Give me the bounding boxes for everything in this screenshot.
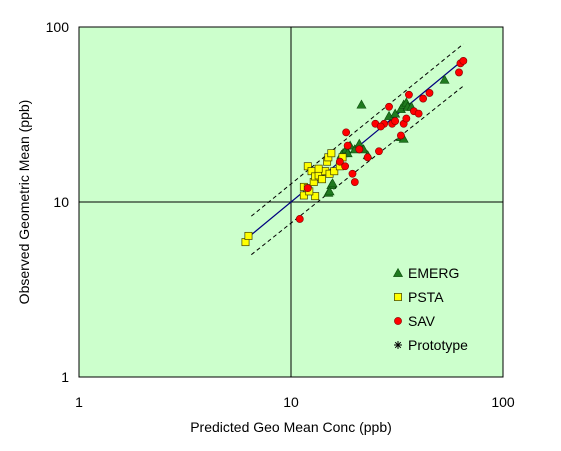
data-point-sav xyxy=(397,131,405,140)
confidence-bands xyxy=(251,43,464,256)
data-point-sav xyxy=(343,141,352,150)
legend-item-prototype: Prototype xyxy=(394,337,468,353)
data-points xyxy=(241,57,468,247)
legend-label-emerg: EMERG xyxy=(408,265,459,281)
y-tick-label: 100 xyxy=(46,19,70,35)
x-tick-label: 10 xyxy=(283,394,299,410)
legend-item-emerg: EMERG xyxy=(392,265,459,281)
data-point-sav xyxy=(405,90,413,99)
data-point-sav xyxy=(341,162,350,171)
legend-item-sav: SAV xyxy=(394,313,436,329)
data-point-emerg xyxy=(324,186,335,196)
series-sav xyxy=(295,57,468,223)
x-tick-label: 100 xyxy=(491,394,515,410)
confidence-band-lower xyxy=(251,85,464,256)
data-point-sav xyxy=(348,169,357,178)
data-point-sav xyxy=(335,157,344,166)
data-point-sav xyxy=(455,68,463,77)
legend-label-psta: PSTA xyxy=(408,289,444,305)
legend-label-prototype: Prototype xyxy=(408,337,468,353)
y-axis-ticks: 1 10 100 xyxy=(46,19,70,385)
data-point-sav xyxy=(355,145,364,154)
data-point-sav xyxy=(303,184,312,193)
legend-marker-sav xyxy=(394,317,402,325)
data-point-sav xyxy=(350,178,359,186)
legend-marker-emerg xyxy=(392,267,404,277)
data-point-sav xyxy=(425,89,434,97)
data-point-sav xyxy=(363,153,372,162)
data-point-emerg xyxy=(327,178,338,188)
x-axis-label: Predicted Geo Mean Conc (ppb) xyxy=(190,419,392,435)
data-point-emerg xyxy=(356,99,367,109)
data-point-sav xyxy=(419,94,428,103)
data-point-sav xyxy=(375,147,383,156)
legend-marker-psta xyxy=(394,293,402,301)
data-point-sav xyxy=(295,215,304,223)
data-point-emerg xyxy=(439,74,450,84)
x-axis-ticks: 1 10 100 xyxy=(75,394,515,410)
legend: EMERG PSTA SAV Prototype xyxy=(392,265,468,353)
y-tick-label: 10 xyxy=(53,194,69,210)
confidence-band-upper xyxy=(251,43,464,217)
data-point-psta xyxy=(314,164,323,173)
data-point-sav xyxy=(414,109,423,118)
data-point-sav xyxy=(376,122,385,131)
data-point-psta xyxy=(330,167,339,176)
y-tick-label: 1 xyxy=(61,369,69,385)
data-point-sav xyxy=(342,128,351,137)
data-point-sav xyxy=(402,114,411,123)
data-point-sav xyxy=(391,117,400,125)
data-point-sav xyxy=(459,57,468,65)
legend-item-psta: PSTA xyxy=(394,289,444,305)
data-point-sav xyxy=(385,102,393,111)
data-point-psta xyxy=(244,231,253,240)
legend-marker-prototype xyxy=(394,341,402,349)
y-axis-label: Observed Geometric Mean (ppb) xyxy=(16,100,32,305)
legend-label-sav: SAV xyxy=(408,313,436,329)
data-point-psta xyxy=(311,192,320,201)
data-point-psta xyxy=(318,175,326,184)
data-point-psta xyxy=(327,149,336,158)
x-tick-label: 1 xyxy=(75,394,83,410)
